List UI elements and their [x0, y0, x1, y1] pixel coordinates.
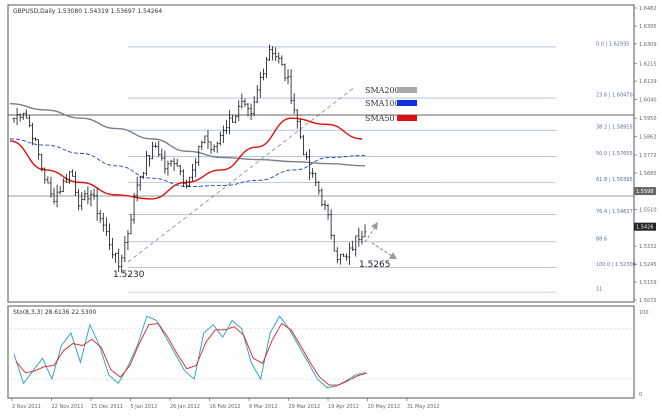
- fib-level-label: 38.2 | 1.58915: [596, 125, 633, 131]
- up-arrow-line: [364, 225, 377, 243]
- current-price-tag: [634, 222, 656, 231]
- fib-level-label: 61.8 | 1.56395: [596, 177, 633, 183]
- osc-tick-label: 0: [639, 392, 642, 398]
- ma-price-tag-label: 1.5598: [636, 189, 654, 195]
- uptrend-line[interactable]: [127, 86, 356, 263]
- price-tick-label: 1.6482: [639, 6, 657, 12]
- legend-sma50-label: SMA50: [365, 114, 395, 123]
- price-tick-label: 1.5245: [639, 262, 657, 268]
- date-tick-label: 8 Mar 2012: [249, 404, 278, 410]
- down-arrow-line: [371, 242, 393, 257]
- price-tick-label: 1.5072: [639, 298, 657, 304]
- legend: SMA200 SMA100 SMA50: [365, 86, 417, 123]
- date-tick-label: 16 Feb 2012: [210, 404, 241, 410]
- fib-level-label: 88.6: [596, 236, 607, 242]
- legend-sma200-label: SMA200: [365, 86, 400, 95]
- price-tick-label: 1.6215: [639, 61, 657, 67]
- fib-level-label: 11: [596, 287, 602, 293]
- date-tick-label: 2 Nov 2011: [12, 404, 41, 410]
- fib-level-label: 50.0 | 1.57655: [596, 151, 633, 157]
- down-arrow-head-icon: [389, 252, 397, 259]
- fib-level-label: 76.4 | 1.54837: [596, 209, 633, 215]
- price-axis: 1.6482 1.6395 1.6309 1.6215 1.6129 1.6040 1.59…: [634, 6, 657, 398]
- main-pane-frame: [7, 4, 635, 303]
- price-tick-label: 1.6040: [639, 98, 657, 104]
- stochastic-signal-line: [15, 322, 368, 386]
- legend-sma200-swatch: [397, 87, 417, 93]
- main-title: GBPUSD,Daily 1.53080 1.54319 1.53697 1.5…: [13, 8, 162, 15]
- price-bars: [12, 44, 367, 273]
- legend-sma100-label: SMA100: [365, 99, 400, 108]
- ma-line-sma200: [9, 102, 366, 167]
- up-arrow-head-icon: [371, 222, 378, 230]
- fib-level-label: 100.0 | 1.52300: [596, 262, 636, 268]
- price-tick-label: 1.5685: [639, 171, 657, 177]
- date-tick-label: 15 Dec 2011: [91, 404, 123, 410]
- current-price-tag-label: 1.5426: [636, 225, 654, 231]
- price-tick-label: 1.6309: [639, 42, 657, 48]
- oscillator-title: Sto(8,3,3) 28.6136 22.5300: [13, 309, 96, 316]
- price-tick-label: 1.5862: [639, 134, 657, 140]
- low-annotation-1: 1.5230: [113, 270, 145, 280]
- price-tick-label: 1.5159: [639, 280, 657, 286]
- price-tick-label: 1.5332: [639, 244, 657, 250]
- price-tick-label: 1.6129: [639, 79, 657, 85]
- date-tick-label: 22 Nov 2011: [52, 404, 84, 410]
- date-tick-label: 10 May 2012: [368, 404, 401, 410]
- date-tick-label: 31 May 2012: [407, 404, 440, 410]
- date-tick-label: 26 Jan 2012: [170, 404, 200, 410]
- price-tick-label: 1.5510: [639, 207, 657, 213]
- legend-sma50-swatch: [397, 115, 417, 121]
- date-tick-label: 5 Jan 2012: [131, 404, 158, 410]
- price-tick-label: 1.5772: [639, 153, 657, 159]
- projection-arrows: [364, 222, 397, 259]
- legend-sma100-swatch: [397, 100, 417, 106]
- fibonacci-levels: 0.0 | 1.62935 23.6 | 1.60470 38.2 | 1.5891…: [128, 41, 636, 293]
- date-tick-label: 29 Mar 2012: [289, 404, 321, 410]
- date-axis: 2 Nov 2011 22 Nov 2011 15 Dec 2011 5 Jan 20…: [11, 398, 440, 410]
- stochastic-main-line: [13, 315, 366, 389]
- trendline-layer: [8, 86, 634, 263]
- ma-price-tag: [634, 187, 656, 196]
- fib-level-label: 23.6 | 1.60470: [596, 93, 633, 99]
- price-tick-label: 1.5950: [639, 116, 657, 122]
- low-annotation-2: 1.5265: [359, 260, 391, 270]
- stochastic-lines: [10, 315, 632, 389]
- price-tick-label: 1.6395: [639, 24, 657, 30]
- fib-level-label: 0.0 | 1.62935: [596, 41, 630, 47]
- date-tick-label: 19 Apr 2012: [328, 404, 359, 410]
- osc-tick-label: 100: [639, 310, 649, 316]
- ma-line-sma100: [9, 138, 366, 187]
